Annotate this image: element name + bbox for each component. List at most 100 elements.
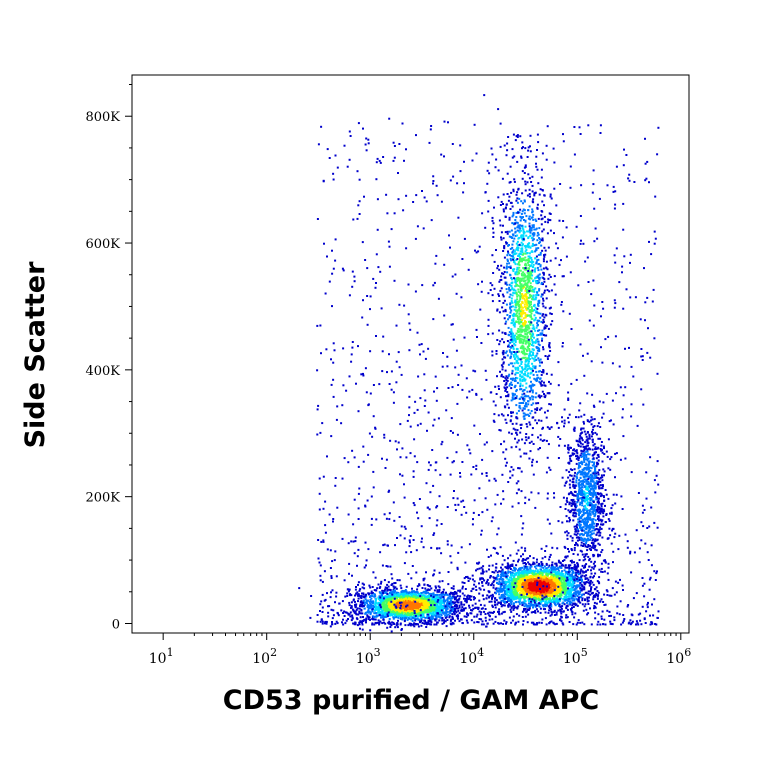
event-dot xyxy=(557,587,560,590)
event-dot xyxy=(494,604,497,606)
event-dot xyxy=(485,582,488,585)
event-dot xyxy=(491,564,494,567)
event-dot xyxy=(457,609,460,612)
event-dot xyxy=(552,579,555,582)
event-dot xyxy=(381,610,384,613)
event-dot xyxy=(424,609,427,612)
event-dot xyxy=(536,574,539,577)
event-dot xyxy=(394,593,397,596)
event-dot xyxy=(570,609,573,611)
event-dot xyxy=(359,627,361,630)
event-dot xyxy=(412,593,414,596)
event-dot xyxy=(491,596,494,599)
event-dot xyxy=(523,602,526,605)
event-dot xyxy=(514,437,516,440)
event-dot xyxy=(388,588,391,591)
event-dot xyxy=(439,599,442,601)
event-dot xyxy=(512,605,515,608)
event-dot xyxy=(513,567,516,569)
event-dot xyxy=(492,581,495,584)
event-dot xyxy=(601,571,604,573)
event-dot xyxy=(511,243,514,246)
event-dot xyxy=(553,583,556,586)
event-dot xyxy=(402,594,405,597)
event-dot xyxy=(351,614,354,617)
event-dot xyxy=(410,591,413,594)
event-dot xyxy=(418,618,421,621)
event-dot xyxy=(514,574,517,577)
event-dot xyxy=(554,604,557,607)
event-dot xyxy=(557,598,560,601)
event-dot xyxy=(467,577,470,580)
event-dot xyxy=(445,607,448,609)
event-dot xyxy=(382,605,385,608)
event-dot xyxy=(426,606,429,609)
event-dot xyxy=(534,589,537,592)
event-dot xyxy=(544,603,547,606)
event-dot xyxy=(448,606,451,608)
event-dot xyxy=(401,596,404,599)
event-dot xyxy=(439,597,442,600)
event-dot xyxy=(520,589,522,592)
event-dot xyxy=(465,601,468,604)
event-dot xyxy=(562,588,565,591)
event-dot xyxy=(528,252,531,255)
event-dot xyxy=(509,585,512,588)
event-dot xyxy=(592,596,595,599)
event-dot xyxy=(490,584,493,587)
event-dot xyxy=(415,593,418,596)
event-dot xyxy=(485,625,488,628)
event-dot xyxy=(567,576,570,579)
event-dot xyxy=(518,614,521,617)
event-dot xyxy=(405,613,408,616)
event-dot xyxy=(363,603,366,606)
event-dot xyxy=(401,618,404,621)
event-dot xyxy=(531,570,534,572)
event-dot xyxy=(543,565,546,568)
event-dot xyxy=(533,604,536,607)
event-dot xyxy=(557,568,560,571)
event-dot xyxy=(568,565,571,568)
event-dot xyxy=(558,605,561,607)
event-dot xyxy=(451,609,454,612)
event-dot xyxy=(519,256,521,259)
event-dot xyxy=(532,575,535,578)
event-dot xyxy=(433,595,436,598)
event-dot xyxy=(558,582,561,585)
event-dot xyxy=(572,606,575,608)
event-dot xyxy=(499,590,501,593)
event-dot xyxy=(532,573,535,576)
event-dot xyxy=(404,604,407,607)
event-dot xyxy=(500,584,503,587)
event-dot xyxy=(410,597,413,600)
event-dot xyxy=(558,574,561,576)
event-dot xyxy=(382,595,385,598)
event-dot xyxy=(519,407,522,410)
event-dot xyxy=(528,602,530,605)
event-dot xyxy=(347,612,350,615)
event-dot xyxy=(573,599,576,602)
event-dot xyxy=(351,617,354,620)
event-dot xyxy=(358,610,361,613)
event-dot xyxy=(405,585,408,588)
event-dot xyxy=(370,603,372,606)
event-dot xyxy=(489,576,492,579)
event-dot xyxy=(537,253,540,256)
event-dot xyxy=(403,596,406,599)
event-dot xyxy=(589,607,591,610)
event-dot xyxy=(432,592,435,595)
event-dot xyxy=(534,570,537,572)
event-dot xyxy=(377,601,380,604)
event-dot xyxy=(560,588,563,591)
event-dot xyxy=(404,615,407,617)
event-dot xyxy=(541,574,544,576)
event-dot xyxy=(383,612,386,615)
event-dot xyxy=(507,406,510,409)
event-dot xyxy=(418,609,421,612)
event-dot xyxy=(545,569,548,572)
event-dot xyxy=(583,583,586,586)
event-dot xyxy=(501,590,504,593)
event-dot xyxy=(525,573,528,576)
event-dot xyxy=(414,596,417,599)
event-dot xyxy=(509,377,512,380)
